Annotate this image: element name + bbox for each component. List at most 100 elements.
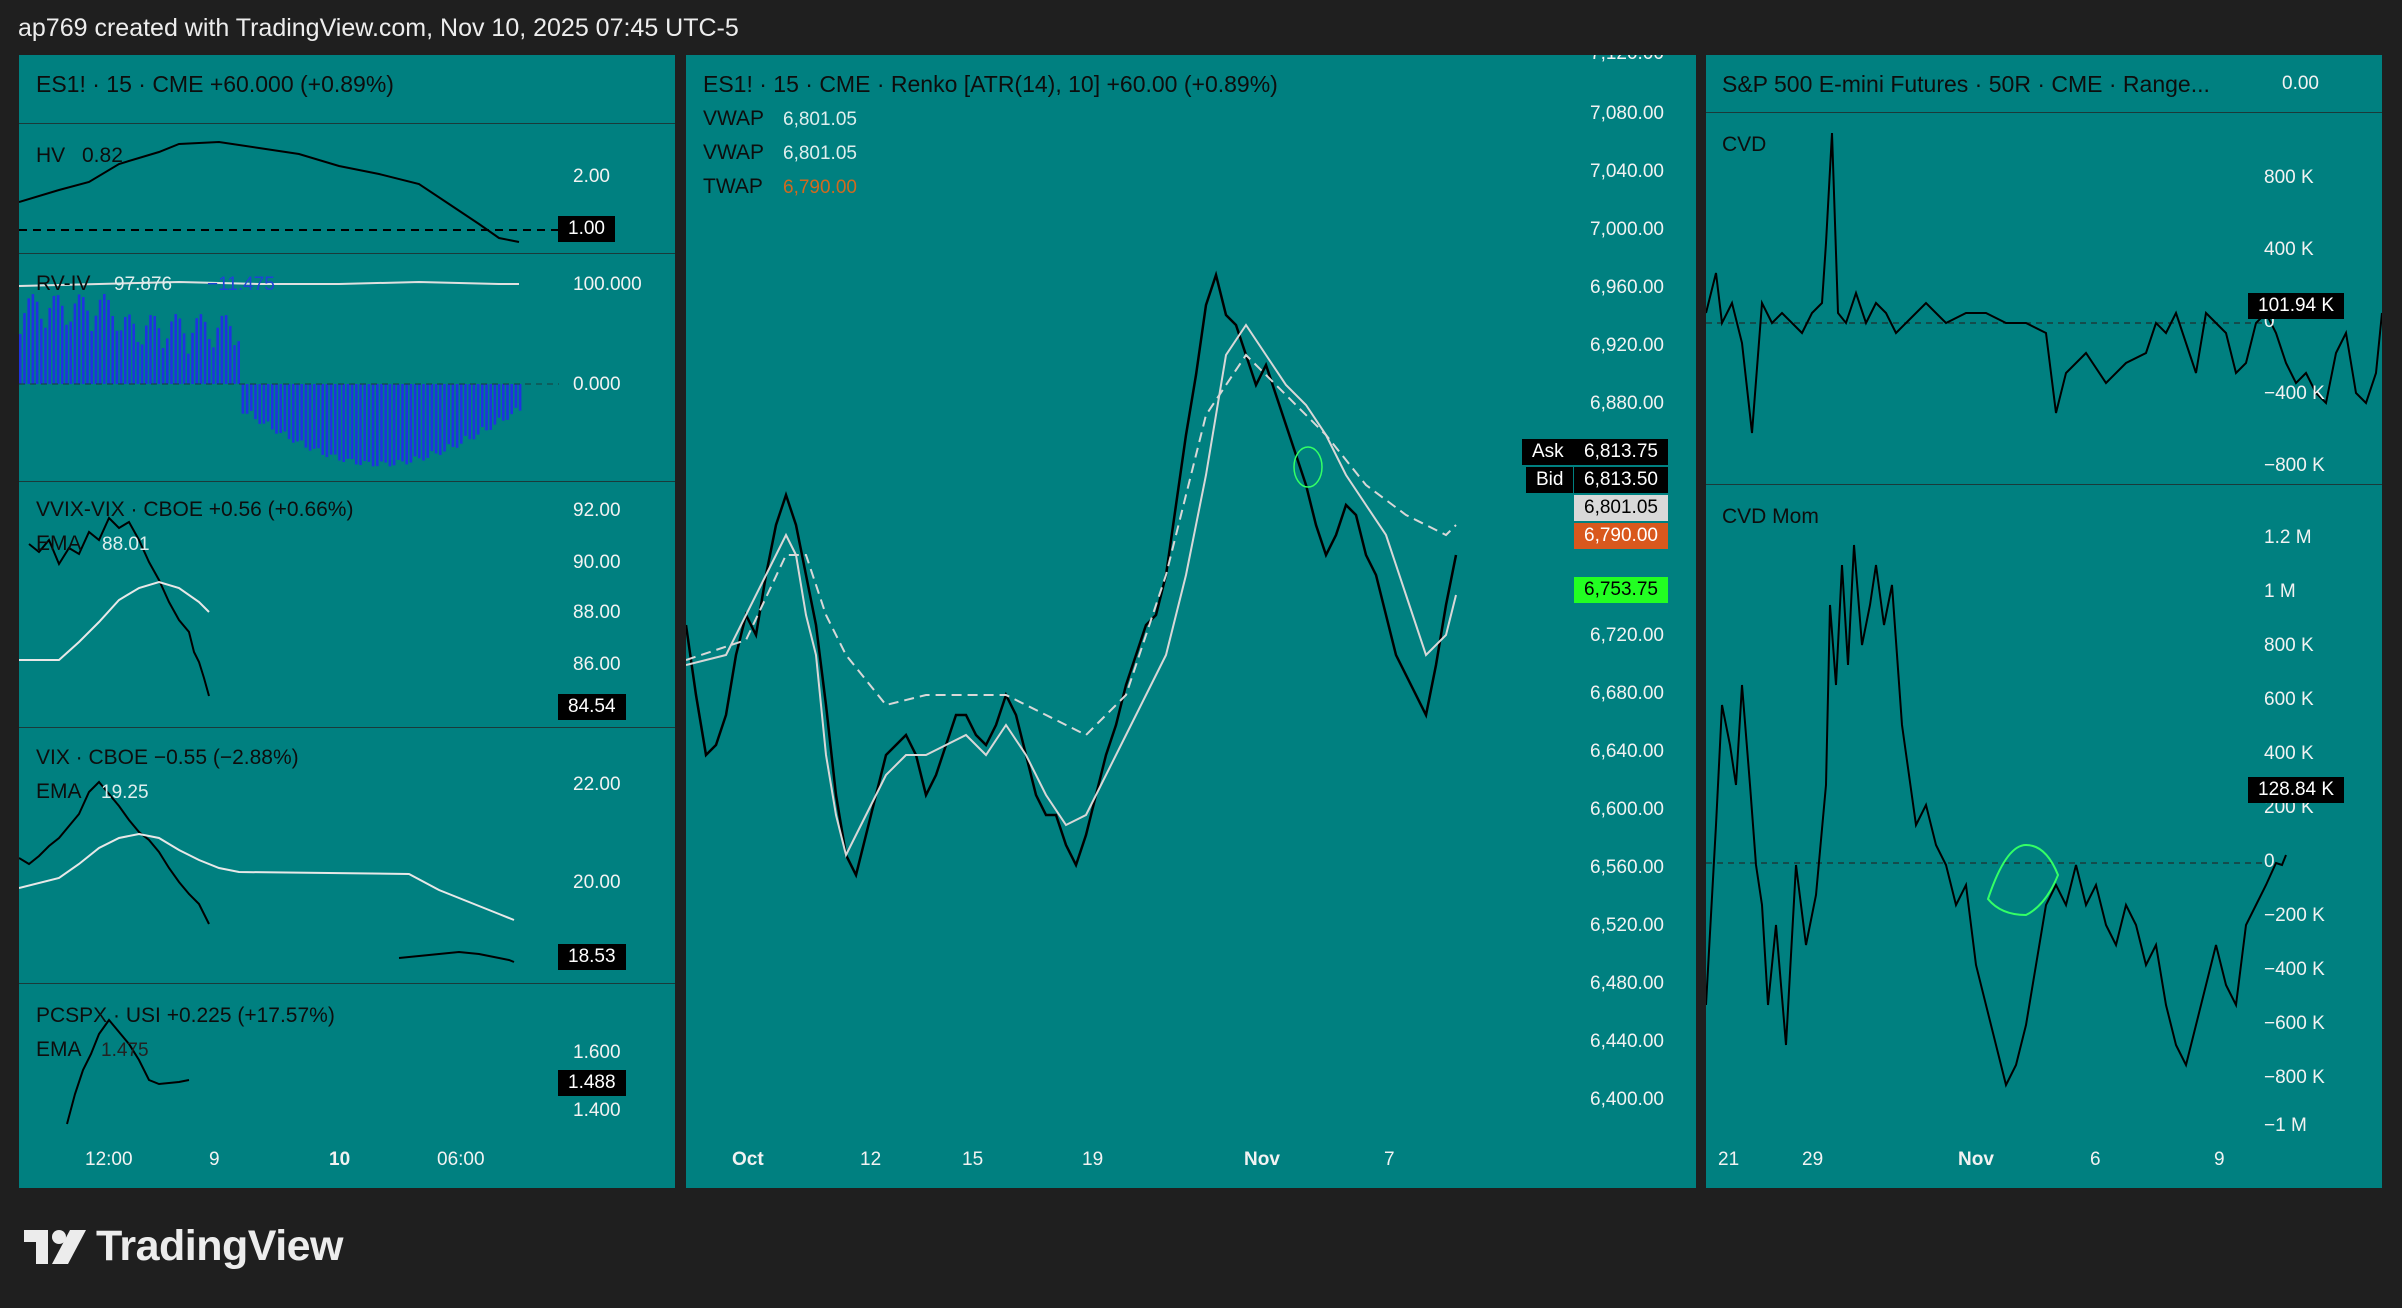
renko-price-series <box>686 270 1458 879</box>
rviv-histogram-bar <box>434 384 438 454</box>
rviv-histogram-bar <box>485 384 488 431</box>
center-chart-panel[interactable]: ES1! · 15 · CME · Renko [ATR(14), 10] +6… <box>686 55 1696 1188</box>
vvix-pane[interactable]: VVIX-VIX · CBOE +0.56 (+0.66%) EMA 88.01… <box>19 481 675 728</box>
rviv-value-2: −11.475 <box>207 274 275 295</box>
cvdmom-axis-neg600k: −600 K <box>2264 1013 2325 1034</box>
bid-price-tag: 6,813.50 <box>1574 467 1668 493</box>
rviv-histogram-bar <box>94 315 98 384</box>
rviv-histogram-bar <box>128 314 131 384</box>
vvix-series <box>19 516 210 697</box>
rviv-histogram-bar <box>40 318 43 384</box>
rviv-histogram-bar <box>136 341 140 384</box>
rviv-histogram-bar <box>90 331 93 384</box>
rviv-line <box>19 280 519 287</box>
vwap2-label: VWAP <box>703 141 765 164</box>
y-6640: 6,640.00 <box>1590 741 1664 762</box>
y-6720: 6,720.00 <box>1590 625 1664 646</box>
vix-pane[interactable]: VIX · CBOE −0.55 (−2.88%) EMA 19.25 22.0… <box>19 727 675 984</box>
right-x-9: 9 <box>2214 1149 2225 1170</box>
twap-price-tag: 6,790.00 <box>1574 523 1668 549</box>
rviv-histogram-bar <box>350 384 354 460</box>
vix-ema-label: EMA <box>36 780 82 803</box>
rviv-histogram-bar <box>124 316 127 384</box>
rviv-histogram-bar <box>371 384 375 467</box>
rviv-histogram-bar <box>506 384 509 420</box>
rviv-histogram-bar <box>19 334 22 384</box>
rviv-pane[interactable]: RV-IV 97.876 −11.475 100.000 0.000 <box>19 253 675 482</box>
rviv-histogram-bar <box>363 384 366 462</box>
vwap2-value: 6,801.05 <box>783 143 857 164</box>
rviv-histogram-bar <box>212 347 215 384</box>
rviv-histogram-bar <box>451 384 455 448</box>
pcspx-pane[interactable]: PCSPX · USI +0.225 (+17.57%) EMA 1.475 1… <box>19 983 675 1188</box>
vix-axis-20: 20.00 <box>573 872 621 893</box>
rviv-histogram-bar <box>460 384 463 444</box>
pcspx-axis-1600: 1.600 <box>573 1042 621 1063</box>
rviv-histogram-bar <box>203 321 207 384</box>
rviv-histogram-bar <box>153 316 156 384</box>
cvd-series <box>1706 132 2382 434</box>
rviv-histogram-bar <box>65 324 68 384</box>
ask-price-tag: 6,813.75 <box>1574 439 1668 465</box>
y-6520: 6,520.00 <box>1590 915 1664 936</box>
rviv-histogram-bar <box>82 297 85 384</box>
pcspx-title: PCSPX · USI +0.225 (+17.57%) <box>36 1004 335 1027</box>
rviv-histogram-bar <box>342 384 345 462</box>
y-6920: 6,920.00 <box>1590 335 1664 356</box>
rviv-histogram-bar <box>145 325 148 384</box>
left-x-label-10: 10 <box>329 1149 351 1170</box>
vvix-axis-92: 92.00 <box>573 500 621 521</box>
rviv-histogram-bar <box>132 323 135 384</box>
rviv-histogram-bar <box>489 384 492 430</box>
cvdmom-axis-0: 0 <box>2264 851 2275 872</box>
right-chart-title: S&P 500 E-mini Futures · 50R · CME · Ran… <box>1722 71 2210 97</box>
rviv-histogram-bar <box>254 384 257 420</box>
right-chart-panel[interactable]: S&P 500 E-mini Futures · 50R · CME · Ran… <box>1706 55 2382 1188</box>
rviv-histogram-bar <box>216 327 219 384</box>
y-7120: 7,120.00 <box>1590 55 1664 65</box>
rviv-histogram-bar <box>250 384 253 411</box>
cvd-price-tag: 101.94 K <box>2248 293 2345 319</box>
rviv-histogram-bar <box>325 384 329 458</box>
left-chart-panel[interactable]: ES1! · 15 · CME +60.000 (+0.89%) HV 0.82… <box>19 55 675 1188</box>
rviv-histogram-bar <box>220 315 224 384</box>
rviv-histogram-bar <box>119 330 123 384</box>
rviv-histogram-bar <box>518 384 522 411</box>
rviv-axis-100: 100.000 <box>573 274 642 295</box>
rviv-histogram-bar <box>367 384 371 462</box>
rviv-histogram-bar <box>476 384 480 435</box>
last-price-tag: 6,753.75 <box>1574 577 1668 603</box>
rviv-histogram-bar <box>44 327 47 384</box>
left-x-label-1200: 12:00 <box>85 1149 133 1170</box>
rviv-histogram-bar <box>149 315 152 384</box>
rviv-histogram-bar <box>329 384 333 455</box>
rviv-histogram-bar <box>418 384 421 459</box>
chart-snapshot-header: ap769 created with TradingView.com, Nov … <box>18 14 739 42</box>
pcspx-price-tag: 1.488 <box>558 1070 626 1096</box>
cvd-mom-pane[interactable]: CVD Mom 1.2 M 1 M 800 K 600 K 400 K 200 … <box>1706 484 2382 1137</box>
rviv-histogram-bar <box>481 384 484 428</box>
rviv-histogram-bar <box>69 321 72 384</box>
rviv-histogram-bar <box>497 384 501 418</box>
y-6960: 6,960.00 <box>1590 277 1664 298</box>
rviv-histogram-bar <box>241 384 245 414</box>
rviv-histogram-bar <box>300 384 303 441</box>
rviv-histogram-bar <box>35 301 39 384</box>
vwap1-label: VWAP <box>703 107 765 130</box>
hv-price-tag: 1.00 <box>558 216 615 242</box>
cvd-axis-400k: 400 K <box>2264 239 2314 260</box>
cvd-pane[interactable]: CVD 800 K 400 K 0 −400 K −800 K 101.94 K <box>1706 112 2382 485</box>
right-x-21: 21 <box>1718 1149 1740 1170</box>
rviv-histogram-bar <box>86 310 89 384</box>
tradingview-brand: TradingView <box>96 1222 344 1270</box>
rviv-histogram-bar <box>296 384 299 442</box>
rviv-histogram-bar <box>73 303 77 384</box>
right-x-6: 6 <box>2090 1149 2101 1170</box>
vvix-axis-86: 86.00 <box>573 654 621 675</box>
rviv-histogram-bar <box>182 333 186 384</box>
vvix-axis-88: 88.00 <box>573 602 621 623</box>
rviv-histogram-bar <box>464 384 467 436</box>
rviv-histogram-bar <box>321 384 324 455</box>
hv-pane[interactable]: HV 0.82 2.00 1.00 <box>19 123 675 254</box>
rviv-histogram-bar <box>455 384 459 448</box>
